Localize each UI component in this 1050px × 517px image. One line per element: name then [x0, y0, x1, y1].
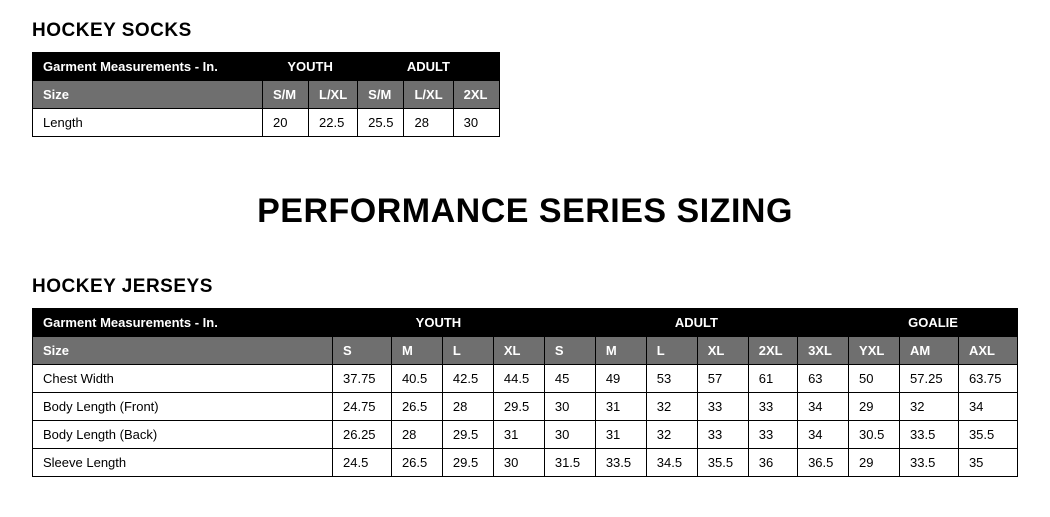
jerseys-cell: 40.5 — [391, 365, 442, 393]
socks-cell: 25.5 — [358, 109, 404, 137]
socks-group-adult: ADULT — [358, 53, 499, 81]
jerseys-size-col: M — [391, 337, 442, 365]
jerseys-cell: 31 — [595, 421, 646, 449]
socks-row-label: Length — [33, 109, 263, 137]
jerseys-cell: 29.5 — [442, 449, 493, 477]
jerseys-cell: 31.5 — [544, 449, 595, 477]
jerseys-row-label: Body Length (Front) — [33, 393, 333, 421]
jerseys-size-label: Size — [33, 337, 333, 365]
jerseys-cell: 29 — [849, 393, 900, 421]
jerseys-cell: 50 — [849, 365, 900, 393]
jerseys-cell: 34 — [958, 393, 1017, 421]
jerseys-size-col: S — [544, 337, 595, 365]
jerseys-group-adult: ADULT — [544, 309, 848, 337]
jerseys-size-col: AXL — [958, 337, 1017, 365]
jerseys-group-goalie: GOALIE — [849, 309, 1018, 337]
jerseys-cell: 57 — [697, 365, 748, 393]
socks-size-col: L/XL — [309, 81, 358, 109]
jerseys-cell: 36.5 — [798, 449, 849, 477]
jerseys-cell: 33 — [697, 421, 748, 449]
jerseys-meas-label: Garment Measurements - In. — [33, 309, 333, 337]
jerseys-cell: 30 — [493, 449, 544, 477]
jerseys-cell: 28 — [391, 421, 442, 449]
socks-title: HOCKEY SOCKS — [32, 20, 1018, 42]
jerseys-tbody: Chest Width37.7540.542.544.5454953576163… — [33, 365, 1018, 477]
jerseys-cell: 30.5 — [849, 421, 900, 449]
socks-tbody: Length2022.525.52830 — [33, 109, 500, 137]
jerseys-cell: 34.5 — [646, 449, 697, 477]
jerseys-cell: 29.5 — [493, 393, 544, 421]
jerseys-size-col: AM — [900, 337, 959, 365]
jerseys-size-col: YXL — [849, 337, 900, 365]
jerseys-cell: 31 — [595, 393, 646, 421]
jerseys-cell: 32 — [646, 421, 697, 449]
jerseys-cell: 61 — [748, 365, 797, 393]
socks-size-col: S/M — [263, 81, 309, 109]
jerseys-cell: 32 — [900, 393, 959, 421]
jerseys-size-col: 2XL — [748, 337, 797, 365]
jerseys-cell: 53 — [646, 365, 697, 393]
jerseys-cell: 35 — [958, 449, 1017, 477]
socks-group-youth: YOUTH — [263, 53, 358, 81]
jerseys-size-col: M — [595, 337, 646, 365]
jerseys-cell: 31 — [493, 421, 544, 449]
jerseys-cell: 45 — [544, 365, 595, 393]
jerseys-size-col: L — [442, 337, 493, 365]
socks-cell: 30 — [453, 109, 499, 137]
socks-cell: 28 — [404, 109, 453, 137]
jerseys-cell: 33 — [748, 393, 797, 421]
socks-table: Garment Measurements - In.YOUTHADULT Size… — [32, 52, 500, 137]
jerseys-cell: 30 — [544, 393, 595, 421]
socks-thead: Garment Measurements - In.YOUTHADULT Size… — [33, 53, 500, 109]
jerseys-cell: 42.5 — [442, 365, 493, 393]
socks-size-col: L/XL — [404, 81, 453, 109]
jerseys-cell: 26.5 — [391, 393, 442, 421]
jerseys-cell: 35.5 — [958, 421, 1017, 449]
jerseys-cell: 34 — [798, 421, 849, 449]
jerseys-cell: 35.5 — [697, 449, 748, 477]
jerseys-table: Garment Measurements - In.YOUTHADULTGOAL… — [32, 308, 1018, 477]
jerseys-cell: 49 — [595, 365, 646, 393]
jerseys-cell: 26.25 — [333, 421, 392, 449]
jerseys-cell: 33 — [748, 421, 797, 449]
jerseys-cell: 26.5 — [391, 449, 442, 477]
jerseys-size-col: XL — [493, 337, 544, 365]
jerseys-thead: Garment Measurements - In.YOUTHADULTGOAL… — [33, 309, 1018, 365]
socks-size-label: Size — [33, 81, 263, 109]
jerseys-group-youth: YOUTH — [333, 309, 545, 337]
jerseys-cell: 33.5 — [595, 449, 646, 477]
jerseys-cell: 33 — [697, 393, 748, 421]
jerseys-size-col: 3XL — [798, 337, 849, 365]
jerseys-cell: 44.5 — [493, 365, 544, 393]
jerseys-cell: 34 — [798, 393, 849, 421]
jerseys-cell: 36 — [748, 449, 797, 477]
socks-cell: 20 — [263, 109, 309, 137]
jerseys-cell: 33.5 — [900, 421, 959, 449]
jerseys-row-label: Chest Width — [33, 365, 333, 393]
jerseys-title: HOCKEY JERSEYS — [32, 276, 1018, 298]
jerseys-row-label: Sleeve Length — [33, 449, 333, 477]
jerseys-cell: 32 — [646, 393, 697, 421]
socks-cell: 22.5 — [309, 109, 358, 137]
jerseys-cell: 29 — [849, 449, 900, 477]
main-heading: PERFORMANCE SERIES SIZING — [32, 192, 1018, 231]
jerseys-size-col: L — [646, 337, 697, 365]
jerseys-cell: 24.5 — [333, 449, 392, 477]
jerseys-cell: 28 — [442, 393, 493, 421]
socks-size-col: S/M — [358, 81, 404, 109]
jerseys-size-col: XL — [697, 337, 748, 365]
jerseys-cell: 63.75 — [958, 365, 1017, 393]
jerseys-size-col: S — [333, 337, 392, 365]
jerseys-row-label: Body Length (Back) — [33, 421, 333, 449]
jerseys-cell: 57.25 — [900, 365, 959, 393]
socks-meas-label: Garment Measurements - In. — [33, 53, 263, 81]
jerseys-cell: 29.5 — [442, 421, 493, 449]
jerseys-cell: 30 — [544, 421, 595, 449]
socks-size-col: 2XL — [453, 81, 499, 109]
jerseys-cell: 33.5 — [900, 449, 959, 477]
jerseys-cell: 24.75 — [333, 393, 392, 421]
jerseys-cell: 63 — [798, 365, 849, 393]
jerseys-cell: 37.75 — [333, 365, 392, 393]
